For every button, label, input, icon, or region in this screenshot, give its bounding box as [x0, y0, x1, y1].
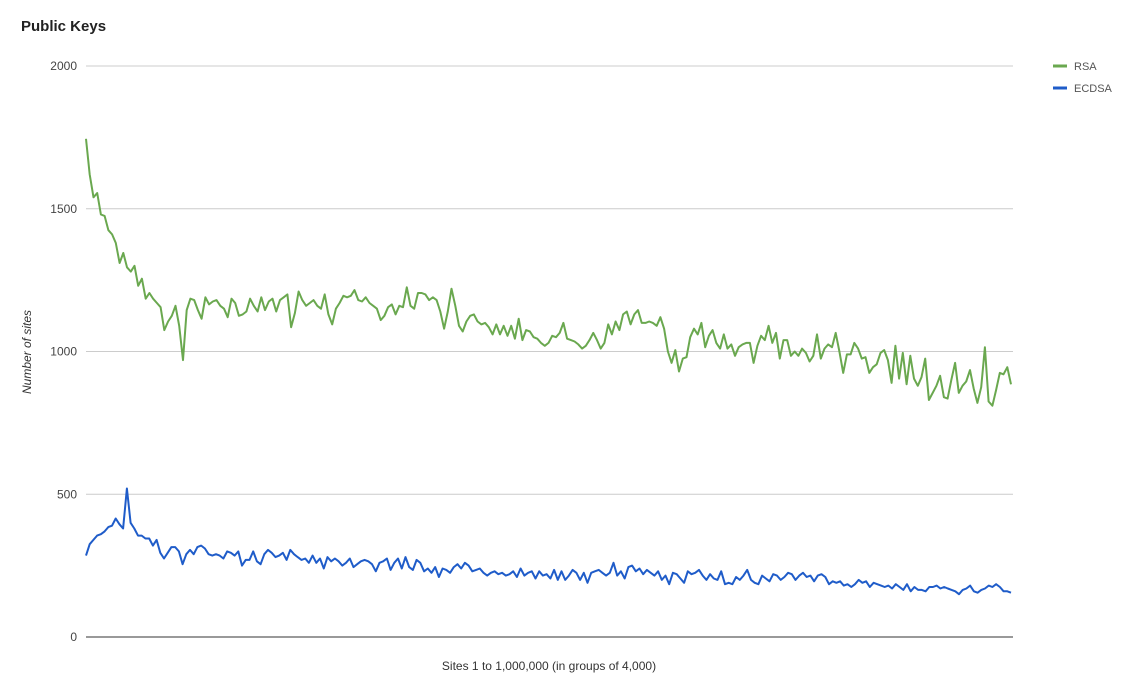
y-tick-label: 0 — [70, 630, 77, 644]
legend-item-ecdsa[interactable]: ECDSA — [1053, 83, 1113, 95]
y-tick-label: 500 — [57, 487, 77, 501]
legend: RSA ECDSA — [1053, 61, 1113, 95]
legend-label-ecdsa: ECDSA — [1074, 83, 1113, 95]
legend-item-rsa[interactable]: RSA — [1053, 61, 1097, 73]
y-axis-ticks: 0 500 1000 1500 2000 — [50, 59, 77, 644]
x-axis-label: Sites 1 to 1,000,000 (in groups of 4,000… — [442, 659, 656, 673]
y-tick-label: 2000 — [50, 59, 77, 73]
chart-title: Public Keys — [21, 18, 107, 35]
series-lines — [85, 138, 1012, 596]
legend-label-rsa: RSA — [1074, 61, 1097, 73]
y-tick-label: 1500 — [50, 202, 77, 216]
y-axis-label: Number of sites — [20, 310, 34, 394]
series-line-ecdsa[interactable] — [85, 487, 1012, 596]
gridlines — [86, 65, 1013, 495]
y-tick-label: 1000 — [50, 345, 77, 359]
series-line-rsa[interactable] — [85, 138, 1012, 407]
